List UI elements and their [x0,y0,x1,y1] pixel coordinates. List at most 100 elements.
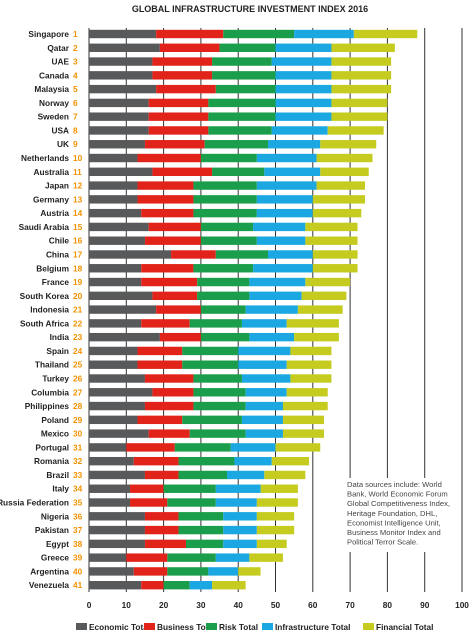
bar-segment-business-total [144,470,179,480]
bar-segment-infrastructure-total [275,84,332,94]
bar-segment-infrastructure-total [245,429,283,438]
bar-segment-business-total [148,429,190,438]
rank-label: 17 [73,249,83,259]
bar-segment-infrastructure-total [268,250,313,259]
bar-segment-business-total [141,581,164,590]
country-label: USA [51,125,69,135]
x-tick-label: 30 [196,600,206,610]
bar-segment-economic-total [89,415,138,425]
rank-label: 9 [73,139,78,149]
bar-segment-risk-total [167,567,209,576]
country-label: Qatar [47,43,69,53]
bar-segment-infrastructure-total [241,319,287,328]
bar-segment-business-total [144,401,194,411]
country-label: Philippines [25,401,70,411]
country-label: China [46,249,69,259]
country-label: Singapore [28,29,69,39]
bar-segment-risk-total [193,181,257,190]
bar-segment-infrastructure-total [245,401,283,411]
bar-segment-economic-total [89,98,149,108]
bar-segment-economic-total [89,57,153,66]
bar-segment-financial-total [331,112,388,121]
bar-segment-financial-total [312,195,366,204]
rank-label: 3 [73,57,78,67]
bar-segment-financial-total [320,140,377,149]
x-tick-label: 20 [159,600,169,610]
bar-segment-infrastructure-total [249,277,306,287]
rank-label: 1 [73,29,78,39]
bar-segment-business-total [148,222,201,232]
note-background [344,478,460,552]
bar-segment-risk-total [182,415,242,425]
bar-segment-business-total [148,98,209,108]
rank-label: 40 [73,566,83,576]
rank-label: 33 [73,470,83,480]
bar-segment-risk-total [215,84,276,94]
bar-segment-infrastructure-total [215,553,250,562]
bar-segment-economic-total [89,553,127,562]
bar-segment-risk-total [193,195,257,204]
rank-label: 26 [73,374,83,384]
bar-segment-infrastructure-total [275,71,332,80]
country-label: Germany [33,194,69,204]
bar-segment-risk-total [208,126,272,135]
rank-label: 11 [73,167,82,177]
bar-segment-economic-total [89,319,142,328]
country-label: Poland [41,415,69,425]
bar-segment-risk-total [185,539,224,549]
note-line: Bank, World Economic Forum [347,490,448,499]
bar-segment-risk-total [197,291,250,301]
rank-label: 13 [73,194,83,204]
rank-label: 24 [73,346,83,356]
x-tick-label: 0 [87,600,92,610]
bar-segment-infrastructure-total [245,388,287,397]
bar-segment-financial-total [286,319,339,328]
bar-segment-risk-total [193,208,257,218]
bar-segment-economic-total [89,498,131,507]
bar-segment-business-total [156,84,216,94]
bar-segment-economic-total [89,581,142,590]
rank-label: 14 [73,208,83,218]
legend-label: Business Total [157,622,215,632]
country-label: Canada [39,70,69,80]
bar-segment-business-total [137,346,183,356]
bar-segment-risk-total [163,581,190,590]
bar-segment-infrastructure-total [227,470,265,480]
bar-segment-infrastructure-total [234,456,272,466]
rank-label: 23 [73,332,83,342]
bar-segment-risk-total [193,401,246,411]
x-tick-label: 40 [234,600,244,610]
legend-label: Risk Total [219,622,258,632]
bar-segment-business-total [137,181,194,190]
bar-segment-financial-total [305,222,358,232]
bar-segment-financial-total [290,374,332,383]
country-label: Pakistan [35,525,69,535]
bar-segment-business-total [126,443,175,452]
x-tick-label: 60 [308,600,318,610]
bar-segment-economic-total [89,512,145,521]
country-label: Japan [45,181,69,191]
country-label: Egypt [46,539,69,549]
x-tick-label: 10 [122,600,132,610]
bar-segment-financial-total [301,291,347,301]
rank-label: 25 [73,360,83,370]
bar-segment-economic-total [89,429,149,438]
bar-segment-infrastructure-total [215,498,257,507]
rank-label: 18 [73,263,83,273]
bar-segment-financial-total [312,264,358,273]
bar-segment-risk-total [212,167,265,176]
bar-segment-economic-total [89,112,149,121]
bar-segment-economic-total [89,484,131,493]
bar-segment-business-total [148,126,209,135]
rank-label: 37 [73,525,83,535]
bar-segment-financial-total [275,443,321,452]
bar-segment-risk-total [178,470,228,480]
country-label: Brazil [46,470,69,480]
country-label: Spain [46,346,69,356]
legend-swatch [262,623,273,630]
bar-segment-financial-total [264,470,306,480]
bar-segment-financial-total [316,181,366,190]
country-label: Turkey [42,374,69,384]
bar-segment-business-total [137,415,183,425]
rank-label: 38 [73,539,83,549]
